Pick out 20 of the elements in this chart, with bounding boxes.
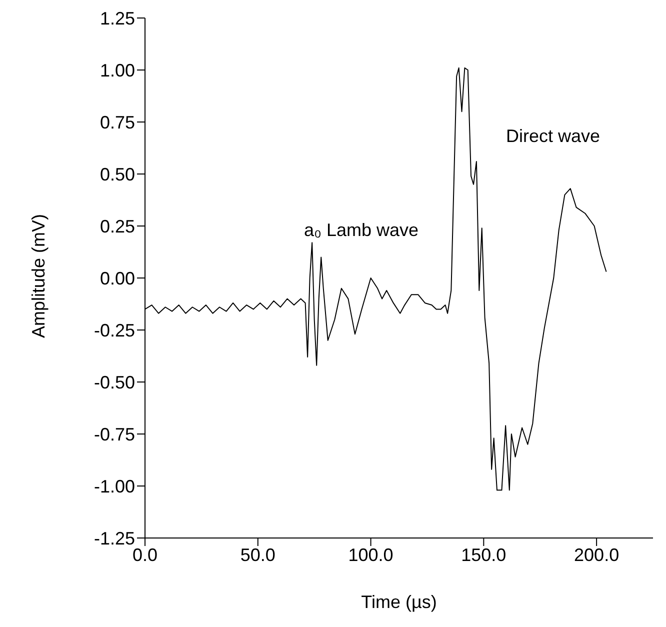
x-axis-title: Time (µs) bbox=[361, 592, 437, 612]
y-axis-title: Amplitude (mV) bbox=[28, 214, 48, 338]
annotation: a₀ Lamb wave bbox=[304, 220, 419, 240]
annotation: Direct wave bbox=[506, 126, 600, 146]
y-tick-label: -0.50 bbox=[94, 372, 135, 392]
y-tick-label: 0.75 bbox=[100, 112, 135, 132]
y-tick-label: -1.00 bbox=[94, 476, 135, 496]
x-tick-label: 100.0 bbox=[348, 544, 394, 565]
y-tick-label: -1.25 bbox=[94, 528, 135, 548]
y-tick-label: 0.25 bbox=[100, 216, 135, 236]
y-tick-label: -0.75 bbox=[94, 424, 135, 444]
y-tick-label: -0.25 bbox=[94, 320, 135, 340]
x-tick-label: 150.0 bbox=[461, 544, 506, 565]
y-tick-label: 1.00 bbox=[100, 60, 135, 80]
y-tick-label: 0.00 bbox=[100, 268, 135, 288]
x-tick-label: 0.0 bbox=[132, 544, 158, 565]
x-tick-label: 200.0 bbox=[574, 544, 620, 565]
y-tick-label: 1.25 bbox=[100, 8, 135, 28]
x-tick-label: 50.0 bbox=[240, 544, 276, 565]
y-tick-label: 0.50 bbox=[100, 164, 135, 184]
